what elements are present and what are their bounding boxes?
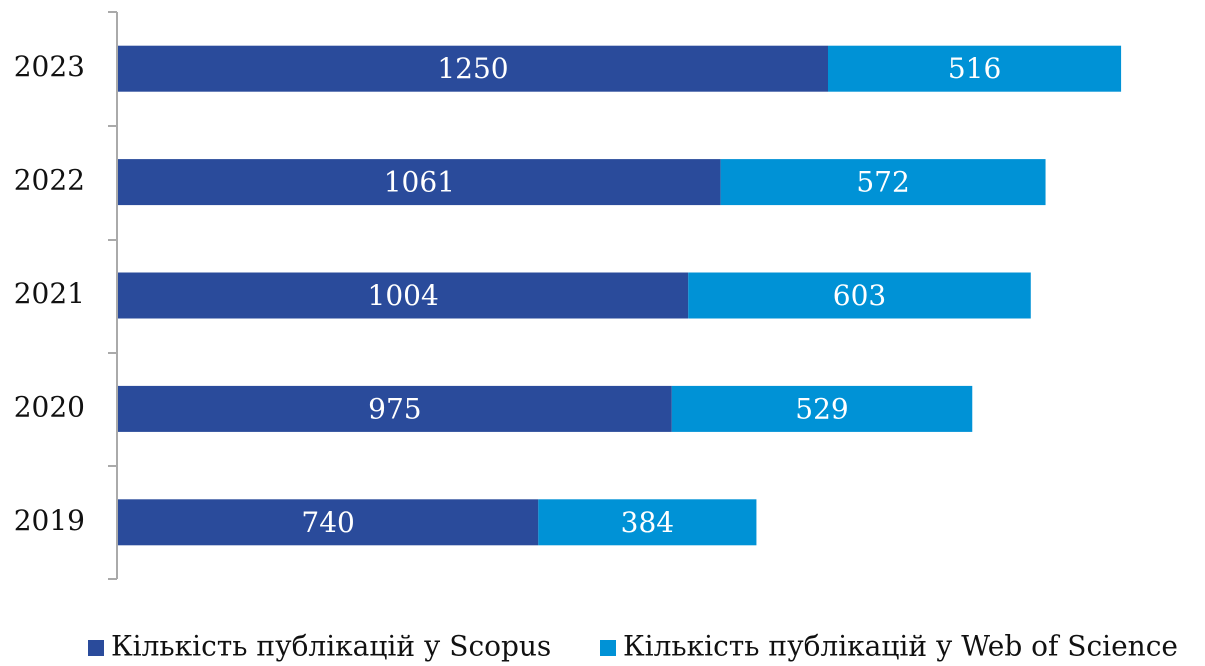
bar-segment [118, 385, 672, 432]
legend-swatch [600, 640, 616, 656]
bar-segment [118, 499, 539, 546]
data-label: 384 [621, 506, 674, 539]
y-tick-label: 2021 [14, 277, 85, 310]
y-axis [108, 11, 118, 580]
y-tick-label: 2023 [14, 50, 85, 83]
data-label: 603 [833, 279, 886, 312]
bar-segment [538, 499, 757, 546]
y-tick-label: 2019 [14, 504, 85, 537]
data-label: 740 [301, 506, 354, 539]
legend-label: Кількість публікацій у Web of Science [623, 630, 1178, 663]
bar-segment [118, 272, 689, 319]
bar-segment [688, 272, 1031, 319]
legend-label: Кількість публікацій у Scopus [111, 630, 551, 663]
bar-segment [118, 45, 828, 92]
data-label: 975 [368, 392, 421, 425]
data-label: 572 [856, 166, 909, 199]
data-label: 516 [948, 52, 1001, 85]
legend-swatch [88, 640, 104, 656]
y-tick-label: 2020 [14, 390, 85, 423]
data-label: 1004 [368, 279, 439, 312]
data-label: 1250 [437, 52, 508, 85]
bar-segment [118, 159, 721, 206]
data-label: 529 [795, 392, 848, 425]
bar-segment [671, 385, 973, 432]
bar-segment [828, 45, 1122, 92]
bar-segment [720, 159, 1046, 206]
data-label: 1061 [384, 166, 455, 199]
y-tick-label: 2022 [14, 164, 85, 197]
